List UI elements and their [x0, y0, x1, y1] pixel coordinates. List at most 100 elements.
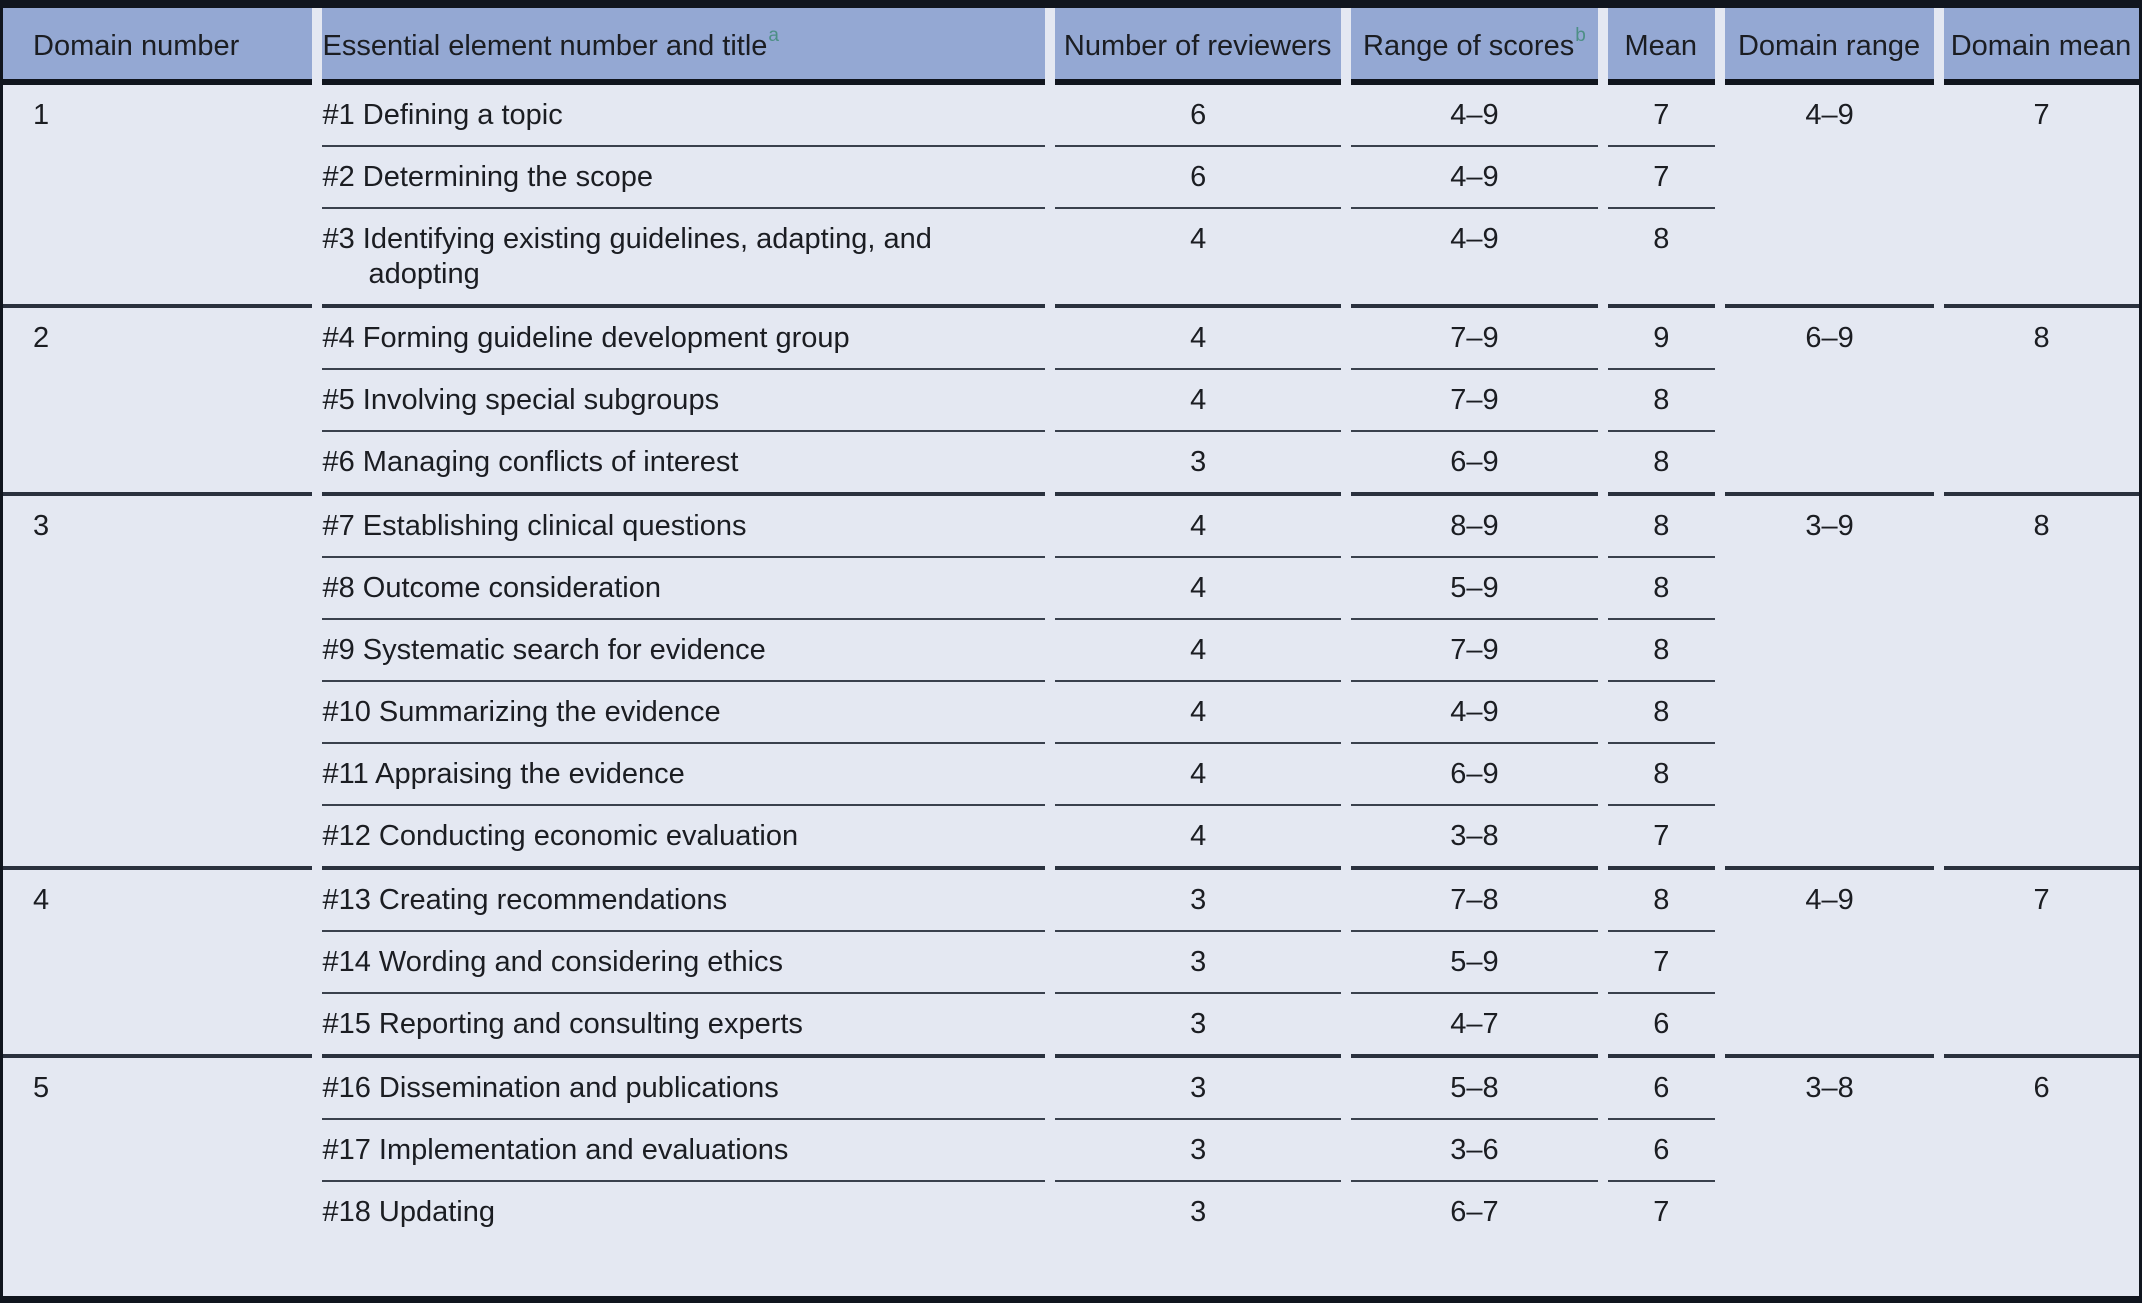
range-of-scores-cell: 7–9 [1351, 370, 1598, 432]
reviewers-cell: 4 [1054, 496, 1342, 558]
range-of-scores-cell: 7–9 [1351, 308, 1598, 370]
range-of-scores-cell: 3–6 [1351, 1120, 1598, 1182]
domain-range-cell [1725, 370, 1934, 432]
element-row: #17 Implementation and evaluations 3 3–6 6 [3, 1120, 2139, 1182]
mean-cell: 8 [1607, 870, 1716, 932]
footnote-marker [1697, 25, 1698, 46]
domain-number-cell [3, 994, 313, 1058]
col-header-label: Domain range [1737, 30, 1921, 62]
table-header: Domain number Essential element number a… [3, 8, 2139, 85]
range-of-scores-cell: 6–9 [1351, 432, 1598, 496]
element-title-cell: #6 Managing conflicts of interest [322, 432, 1045, 496]
reviewers-cell: 6 [1054, 147, 1342, 209]
domain-number-cell [3, 147, 312, 209]
domain-range-cell [1725, 994, 1935, 1058]
range-of-scores-cell: 3–8 [1351, 806, 1598, 870]
reviewers-cell: 4 [1054, 620, 1342, 682]
mean-cell: 8 [1607, 620, 1716, 682]
domain-number-cell [3, 620, 312, 682]
footnote-marker [2131, 25, 2132, 46]
element-row: #9 Systematic search for evidence 4 7–9 8 [3, 620, 2139, 682]
domain-range-cell: 4–9 [1805, 884, 1854, 916]
domain-range-cell: 6–9 [1805, 322, 1854, 354]
reviewers-cell: 4 [1054, 308, 1342, 370]
col-header-domain-range: Domain range [1725, 8, 1935, 85]
col-header-range-of-scores: Range of scoresb [1351, 8, 1598, 85]
table-body: 1 #1 Defining a topic 6 4–9 7 4–9 7 #2 Determin… [3, 85, 2139, 1242]
domain-range-cell [1725, 1120, 1934, 1182]
domain-mean-cell [1944, 744, 2139, 806]
mean-cell: 6 [1607, 1058, 1716, 1120]
element-row: #10 Summarizing the evidence 4 4–9 8 [3, 682, 2139, 744]
mean-cell: 7 [1653, 1196, 1670, 1228]
range-of-scores-cell: 4–9 [1351, 209, 1598, 308]
domain-mean-cell [1944, 432, 2139, 496]
element-title-cell: #13 Creating recommendations [322, 870, 1045, 932]
domain-range-cell [1725, 806, 1935, 870]
mean-cell: 8 [1607, 209, 1716, 308]
domain-number-cell: 2 [33, 322, 50, 354]
range-of-scores-cell: 8–9 [1351, 496, 1598, 558]
domain-mean-cell [1944, 558, 2139, 620]
range-of-scores-cell: 4–9 [1351, 682, 1598, 744]
col-header-label: Range of scores [1363, 30, 1575, 62]
mean-cell: 8 [1607, 558, 1716, 620]
reviewers-cell: 4 [1054, 744, 1342, 806]
domain-number-cell [3, 209, 313, 308]
col-header-label: Essential element number and title [322, 30, 768, 62]
col-header-label: Domain mean [1950, 30, 2132, 62]
footnote-marker-a: a [768, 25, 779, 47]
domain-mean-cell [1944, 147, 2139, 209]
element-row: #12 Conducting economic evaluation 4 3–8 7 [3, 806, 2139, 870]
col-header-number-of-reviewers: Number of reviewers [1054, 8, 1342, 85]
domain-mean-cell [1944, 209, 2139, 308]
domain-mean-cell: 8 [2033, 510, 2050, 542]
mean-cell: 6 [1607, 1120, 1716, 1182]
reviewers-cell: 6 [1054, 85, 1342, 147]
reviewers-cell: 3 [1054, 1120, 1342, 1182]
mean-cell: 9 [1607, 308, 1716, 370]
element-title-cell: #11 Appraising the evidence [322, 744, 1045, 806]
domain-range-cell [1725, 147, 1934, 209]
domain-number-cell: 3 [33, 510, 50, 542]
reviewers-cell: 3 [1190, 1196, 1207, 1228]
col-header-element-title: Essential element number and titlea [322, 8, 1045, 85]
element-row: 1 #1 Defining a topic 6 4–9 7 4–9 7 [3, 85, 2139, 147]
col-header-label: Mean [1624, 30, 1698, 62]
element-title-cell: #16 Dissemination and publications [322, 1058, 1045, 1120]
domain-range-cell [1725, 682, 1934, 744]
mean-cell: 7 [1607, 147, 1716, 209]
domain-number-cell [3, 370, 312, 432]
element-title-cell: #2 Determining the scope [322, 147, 1045, 209]
element-title-cell: #14 Wording and considering ethics [322, 932, 1045, 994]
range-of-scores-cell: 5–9 [1351, 558, 1598, 620]
domain-mean-cell: 7 [2033, 99, 2050, 131]
domain-range-cell [1725, 932, 1934, 994]
domain-number-cell [3, 432, 313, 496]
element-title-cell: #1 Defining a topic [322, 85, 1045, 147]
element-row: #14 Wording and considering ethics 3 5–9 7 [3, 932, 2139, 994]
footnote-marker [1920, 25, 1921, 46]
element-title-cell: #9 Systematic search for evidence [322, 620, 1045, 682]
range-of-scores-cell: 4–7 [1351, 994, 1598, 1058]
domain-range-cell: 3–8 [1805, 1072, 1854, 1104]
element-row: 5 #16 Dissemination and publications 3 5–8 6… [3, 1058, 2139, 1120]
col-header-domain-number: Domain number [3, 8, 313, 85]
element-title-cell: #7 Establishing clinical questions [322, 496, 1045, 558]
domain-number-cell: 4 [33, 884, 50, 916]
domain-mean-cell: 8 [2033, 322, 2050, 354]
range-of-scores-cell: 5–9 [1351, 932, 1598, 994]
domain-range-cell [1725, 1182, 1934, 1242]
footnote-marker [239, 25, 240, 46]
reviewers-cell: 3 [1054, 1058, 1342, 1120]
domain-mean-cell [1944, 370, 2139, 432]
domain-range-cell [1725, 432, 1935, 496]
domain-mean-cell [1944, 806, 2139, 870]
domain-number-cell: 1 [33, 99, 50, 131]
element-row: #11 Appraising the evidence 4 6–9 8 [3, 744, 2139, 806]
element-row: #18 Updating 3 6–7 7 [3, 1182, 2139, 1242]
element-title-cell: #3 Identifying existing guidelines, adap… [322, 209, 1045, 308]
mean-cell: 6 [1607, 994, 1716, 1058]
domain-mean-cell [1944, 932, 2139, 994]
